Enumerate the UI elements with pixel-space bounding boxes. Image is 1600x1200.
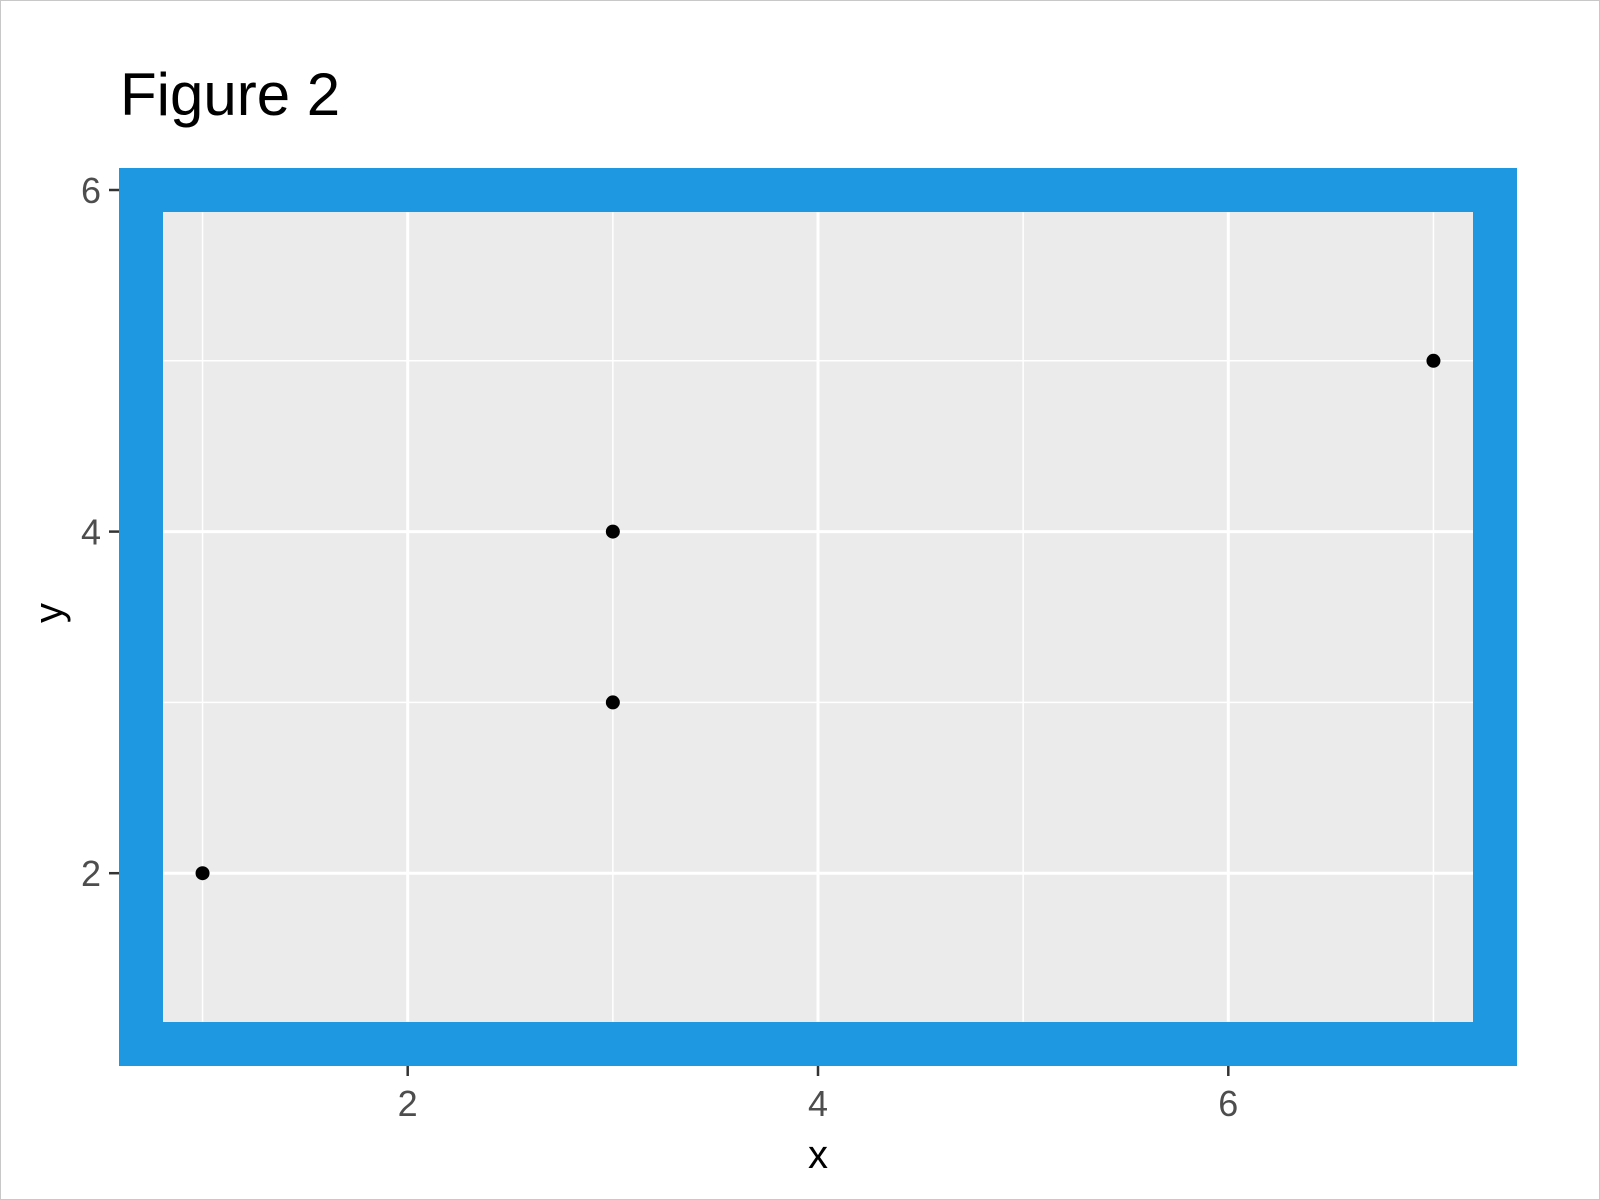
x-tick-label: 4: [808, 1083, 828, 1124]
y-tick-label: 6: [81, 170, 101, 211]
x-tick-label: 2: [398, 1083, 418, 1124]
x-tick-label: 6: [1218, 1083, 1238, 1124]
data-point: [1426, 353, 1441, 368]
x-axis-title: x: [808, 1133, 828, 1177]
y-tick-label: 4: [81, 512, 101, 553]
x-axis: 2 4 6: [398, 1066, 1238, 1124]
y-axis-title: y: [27, 603, 71, 623]
data-point: [195, 866, 210, 881]
panel-border: [119, 168, 1517, 1066]
data-point: [605, 524, 620, 539]
chart-title: Figure 2: [120, 61, 340, 128]
data-point: [605, 695, 620, 710]
y-axis: 2 4 6: [81, 170, 119, 894]
y-tick-label: 2: [81, 853, 101, 894]
